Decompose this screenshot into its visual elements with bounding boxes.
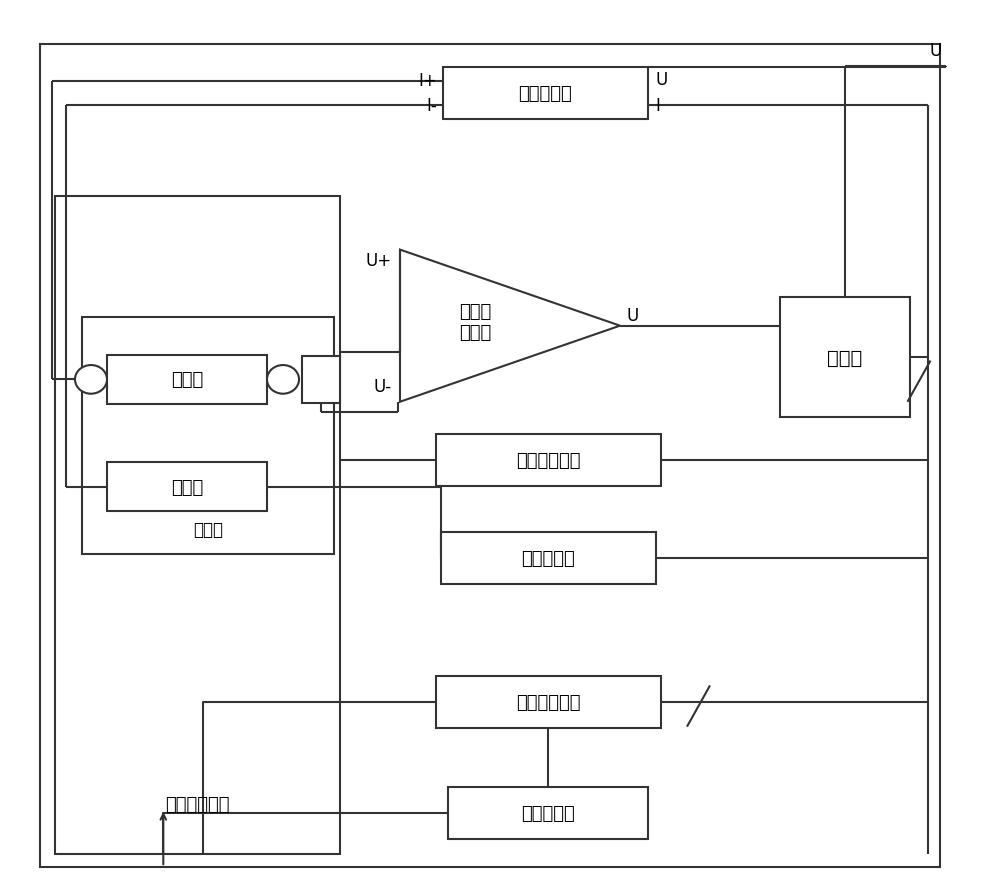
Text: I: I <box>656 97 660 114</box>
Text: 计算机: 计算机 <box>827 348 863 367</box>
Bar <box>107 355 267 404</box>
Bar <box>448 788 648 839</box>
Bar <box>302 357 340 403</box>
Text: 温度控制器: 温度控制器 <box>521 550 575 568</box>
Text: 压控电流源: 压控电流源 <box>518 85 572 103</box>
Bar <box>441 533 656 585</box>
Circle shape <box>267 366 299 394</box>
Text: U: U <box>627 307 639 325</box>
Text: 液氮冷却罐: 液氮冷却罐 <box>521 805 575 822</box>
Text: 液氮流量开关: 液氮流量开关 <box>516 693 580 711</box>
Text: U-: U- <box>374 377 392 395</box>
Text: 温度计: 温度计 <box>171 478 203 496</box>
Bar <box>780 297 910 418</box>
Text: U+: U+ <box>366 252 392 270</box>
Bar <box>436 676 661 728</box>
Text: 冷却腔: 冷却腔 <box>193 520 223 538</box>
Text: 斯特林制冷机: 斯特林制冷机 <box>165 796 230 814</box>
Text: 直流偏振模块: 直流偏振模块 <box>516 451 580 469</box>
Bar <box>82 317 334 554</box>
Text: U: U <box>656 71 668 89</box>
Circle shape <box>75 366 107 394</box>
Text: 辐射源: 辐射源 <box>171 371 203 389</box>
Bar <box>436 434 661 486</box>
Text: I+: I+ <box>419 72 438 89</box>
Bar <box>443 68 648 120</box>
Text: I-: I- <box>427 97 438 114</box>
Text: 低噪声
放大器: 低噪声 放大器 <box>459 302 491 342</box>
Bar <box>55 197 340 854</box>
Bar <box>107 463 267 511</box>
Text: U: U <box>930 42 942 60</box>
